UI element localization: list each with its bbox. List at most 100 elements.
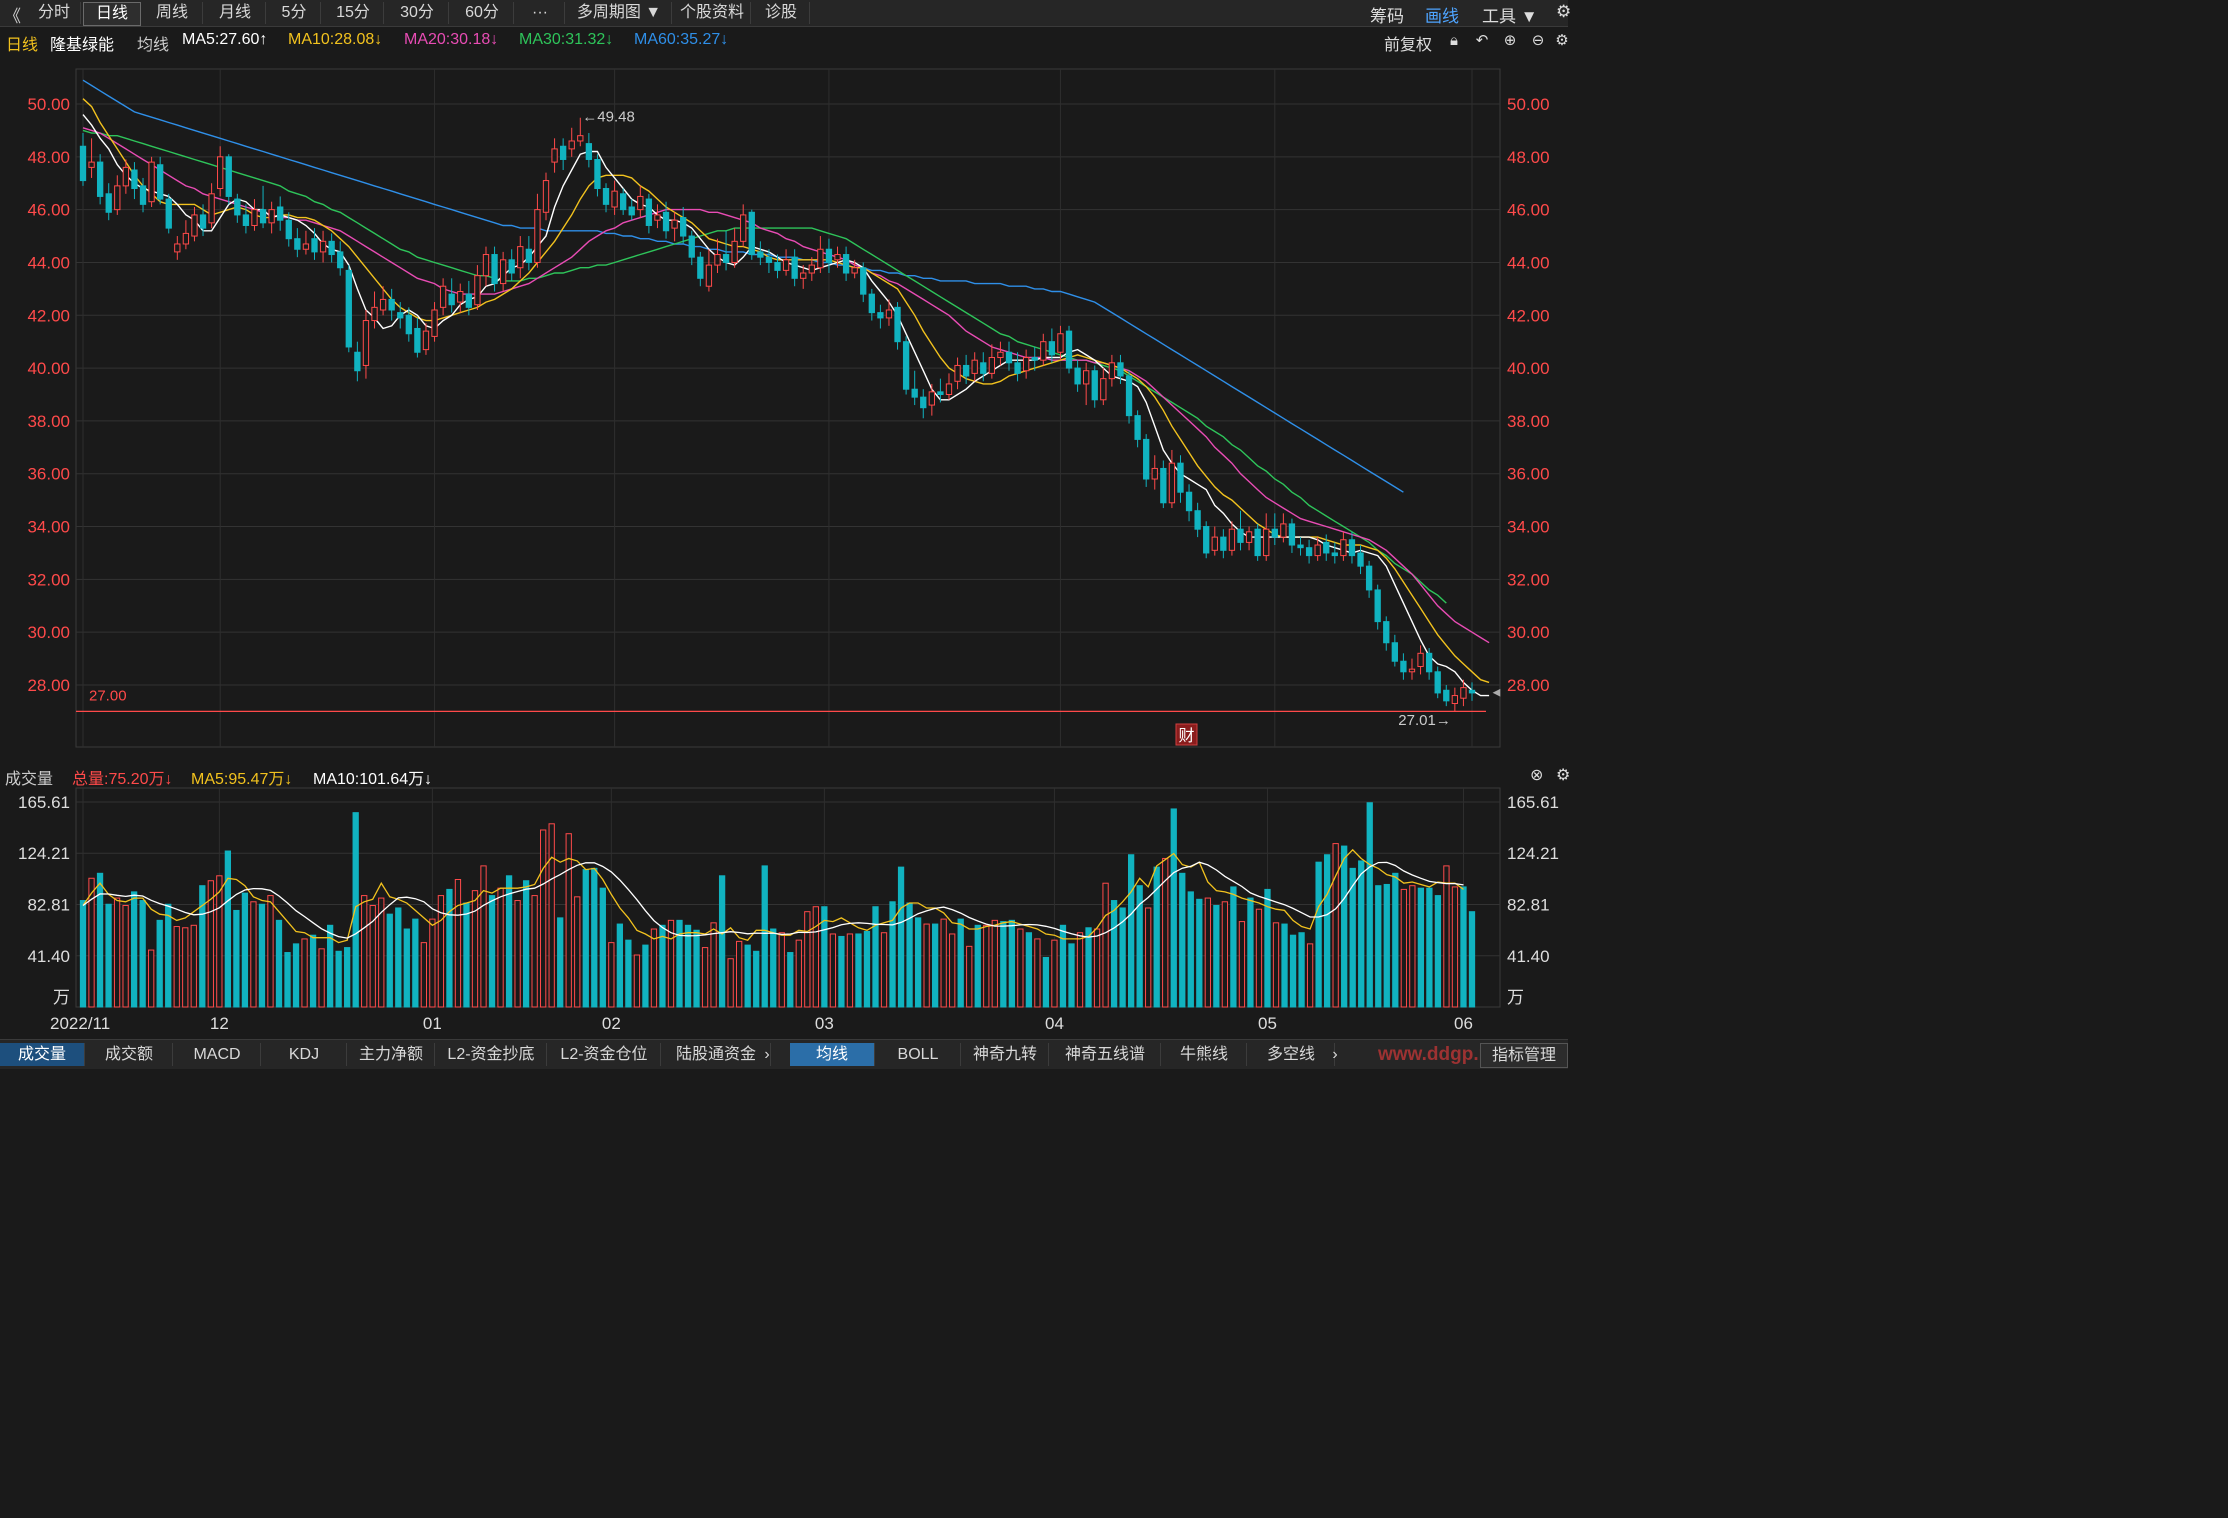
candle[interactable] [1263, 513, 1270, 561]
volume-bar[interactable] [113, 897, 121, 1008]
candle[interactable] [319, 230, 327, 263]
candle[interactable] [157, 156, 164, 205]
candle[interactable] [1014, 352, 1021, 382]
volume-bar[interactable] [923, 923, 930, 1008]
candle[interactable] [1168, 449, 1176, 509]
volume-bar[interactable] [79, 900, 87, 1008]
candle[interactable] [285, 212, 292, 247]
volume-bar[interactable] [1000, 921, 1007, 1008]
volume-bar[interactable] [795, 939, 802, 1008]
volume-bar[interactable] [224, 850, 232, 1008]
candle[interactable] [1468, 682, 1476, 701]
volume-bar[interactable] [625, 939, 632, 1008]
volume-bar[interactable] [182, 927, 189, 1008]
candle[interactable] [1237, 510, 1244, 551]
volume-bar[interactable] [1443, 865, 1450, 1008]
overlay-tab-1[interactable]: BOLL [876, 1043, 961, 1066]
overlay-tab-3[interactable]: 神奇五线谱 [1050, 1043, 1161, 1066]
candle[interactable] [808, 257, 815, 281]
period-tab-7[interactable]: 60分 [451, 2, 514, 24]
volume-bar[interactable] [1204, 897, 1211, 1008]
volume-bar[interactable] [744, 944, 751, 1008]
volume-bar[interactable] [1034, 938, 1041, 1008]
candle[interactable] [1383, 616, 1390, 651]
volume-bar[interactable] [1298, 932, 1305, 1008]
volume-bar[interactable] [753, 950, 760, 1008]
candle[interactable] [165, 193, 172, 234]
candle[interactable] [1117, 354, 1124, 384]
volume-bar[interactable] [659, 924, 666, 1008]
volume-bar[interactable] [1238, 921, 1246, 1008]
candle[interactable] [379, 286, 387, 316]
candle[interactable] [800, 265, 807, 289]
candle[interactable] [680, 206, 687, 244]
indicator-tab-3[interactable]: KDJ [262, 1043, 347, 1066]
period-tab-8[interactable]: ··· [516, 2, 565, 24]
candle[interactable] [311, 228, 318, 260]
candle[interactable] [414, 317, 421, 358]
volume-bar[interactable] [1059, 924, 1067, 1008]
candle[interactable] [1245, 526, 1253, 551]
candle[interactable] [1160, 460, 1167, 509]
volume-bar[interactable] [1196, 898, 1203, 1008]
candle[interactable] [860, 262, 867, 303]
volume-bar[interactable] [863, 930, 871, 1008]
volume-bar[interactable] [156, 919, 163, 1008]
candle[interactable] [1357, 545, 1364, 575]
volume-bar[interactable] [361, 895, 368, 1008]
candle[interactable] [542, 172, 550, 221]
candle[interactable] [1220, 529, 1227, 559]
volume-bar[interactable] [309, 934, 317, 1008]
candle[interactable] [1031, 346, 1038, 371]
candle[interactable] [911, 370, 918, 406]
volume-bar[interactable] [727, 958, 734, 1008]
candle[interactable] [594, 154, 601, 197]
volume-bar[interactable] [821, 906, 828, 1008]
indicator-tab-5[interactable]: L2-资金抄底 [436, 1043, 547, 1066]
volume-bar[interactable] [1289, 934, 1297, 1008]
period-tab-5[interactable]: 15分 [323, 2, 384, 24]
volume-bar[interactable] [846, 933, 854, 1008]
indicator-tab-1[interactable]: 成交额 [86, 1043, 173, 1066]
candle[interactable] [448, 278, 455, 313]
volume-bar[interactable] [514, 900, 521, 1008]
volume-bar[interactable] [1366, 802, 1373, 1008]
candle[interactable] [362, 309, 370, 379]
candle[interactable] [1443, 685, 1450, 707]
volume-bar[interactable] [829, 933, 837, 1008]
candle[interactable] [499, 251, 507, 292]
candle[interactable] [731, 228, 738, 268]
candle[interactable] [277, 196, 284, 231]
candle[interactable] [945, 373, 953, 400]
candle[interactable] [1434, 666, 1441, 699]
volume-bar[interactable] [1145, 907, 1152, 1008]
candle[interactable] [585, 133, 593, 168]
volume-bar[interactable] [1400, 888, 1407, 1008]
volume-bar[interactable] [284, 952, 291, 1008]
volume-bar[interactable] [684, 924, 692, 1008]
indicator-tab-6[interactable]: L2-资金仓位 [548, 1043, 661, 1066]
volume-bar[interactable] [591, 867, 598, 1008]
candle[interactable] [79, 133, 87, 186]
candle[interactable] [697, 251, 704, 287]
volume-bar[interactable] [974, 924, 981, 1008]
candle[interactable] [225, 154, 232, 205]
volume-bar[interactable] [1162, 857, 1169, 1008]
candle[interactable] [885, 299, 893, 326]
volume-bar[interactable] [190, 924, 197, 1008]
volume-bar[interactable] [778, 932, 785, 1008]
volume-bar[interactable] [616, 923, 623, 1008]
volume-bar[interactable] [318, 948, 325, 1008]
candle[interactable] [1228, 521, 1236, 556]
candle[interactable] [268, 201, 275, 234]
volume-bar[interactable] [701, 947, 709, 1008]
indicator-tab-2[interactable]: MACD [174, 1043, 261, 1066]
volume-bar[interactable] [1358, 860, 1365, 1008]
volume-bar[interactable] [369, 904, 376, 1008]
candle[interactable] [628, 199, 635, 221]
candle[interactable] [371, 291, 378, 329]
volume-bar[interactable] [207, 880, 214, 1008]
candle[interactable] [1400, 653, 1407, 680]
candle[interactable] [88, 138, 95, 178]
tool-chips[interactable]: 筹码 [1370, 7, 1404, 26]
